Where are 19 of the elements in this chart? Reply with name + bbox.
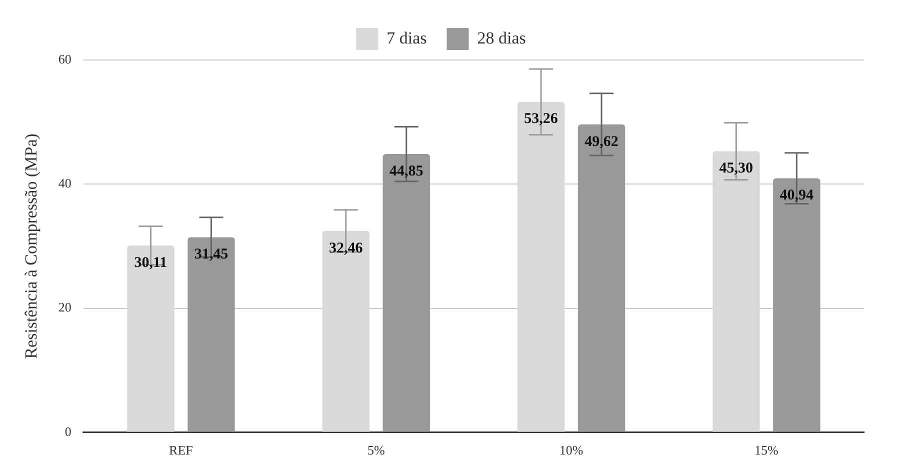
y-tick-label: 60 [58, 51, 72, 66]
y-tick-label: 0 [64, 424, 72, 439]
data-label: 31,45 [194, 246, 228, 263]
data-label: 44,85 [390, 163, 424, 180]
y-tick-label: 20 [58, 300, 72, 315]
legend-label: 7 dias [386, 28, 427, 48]
data-label: 49,62 [584, 134, 618, 150]
x-tick-label: REF [169, 442, 193, 458]
x-tick-label: 10% [559, 442, 584, 458]
y-tick-label: 40 [58, 176, 72, 191]
y-axis-title: Resistência à Compressão (MPa) [22, 134, 41, 359]
data-label: 30,11 [134, 254, 168, 271]
x-tick-label: 15% [754, 442, 779, 458]
data-label: 32,46 [329, 240, 364, 256]
data-label: 40,94 [780, 188, 814, 204]
legend-label: 28 dias [477, 28, 526, 48]
data-label: 45,30 [719, 160, 754, 177]
data-label: 53,26 [524, 111, 558, 128]
x-tick-label: 5% [367, 442, 385, 458]
